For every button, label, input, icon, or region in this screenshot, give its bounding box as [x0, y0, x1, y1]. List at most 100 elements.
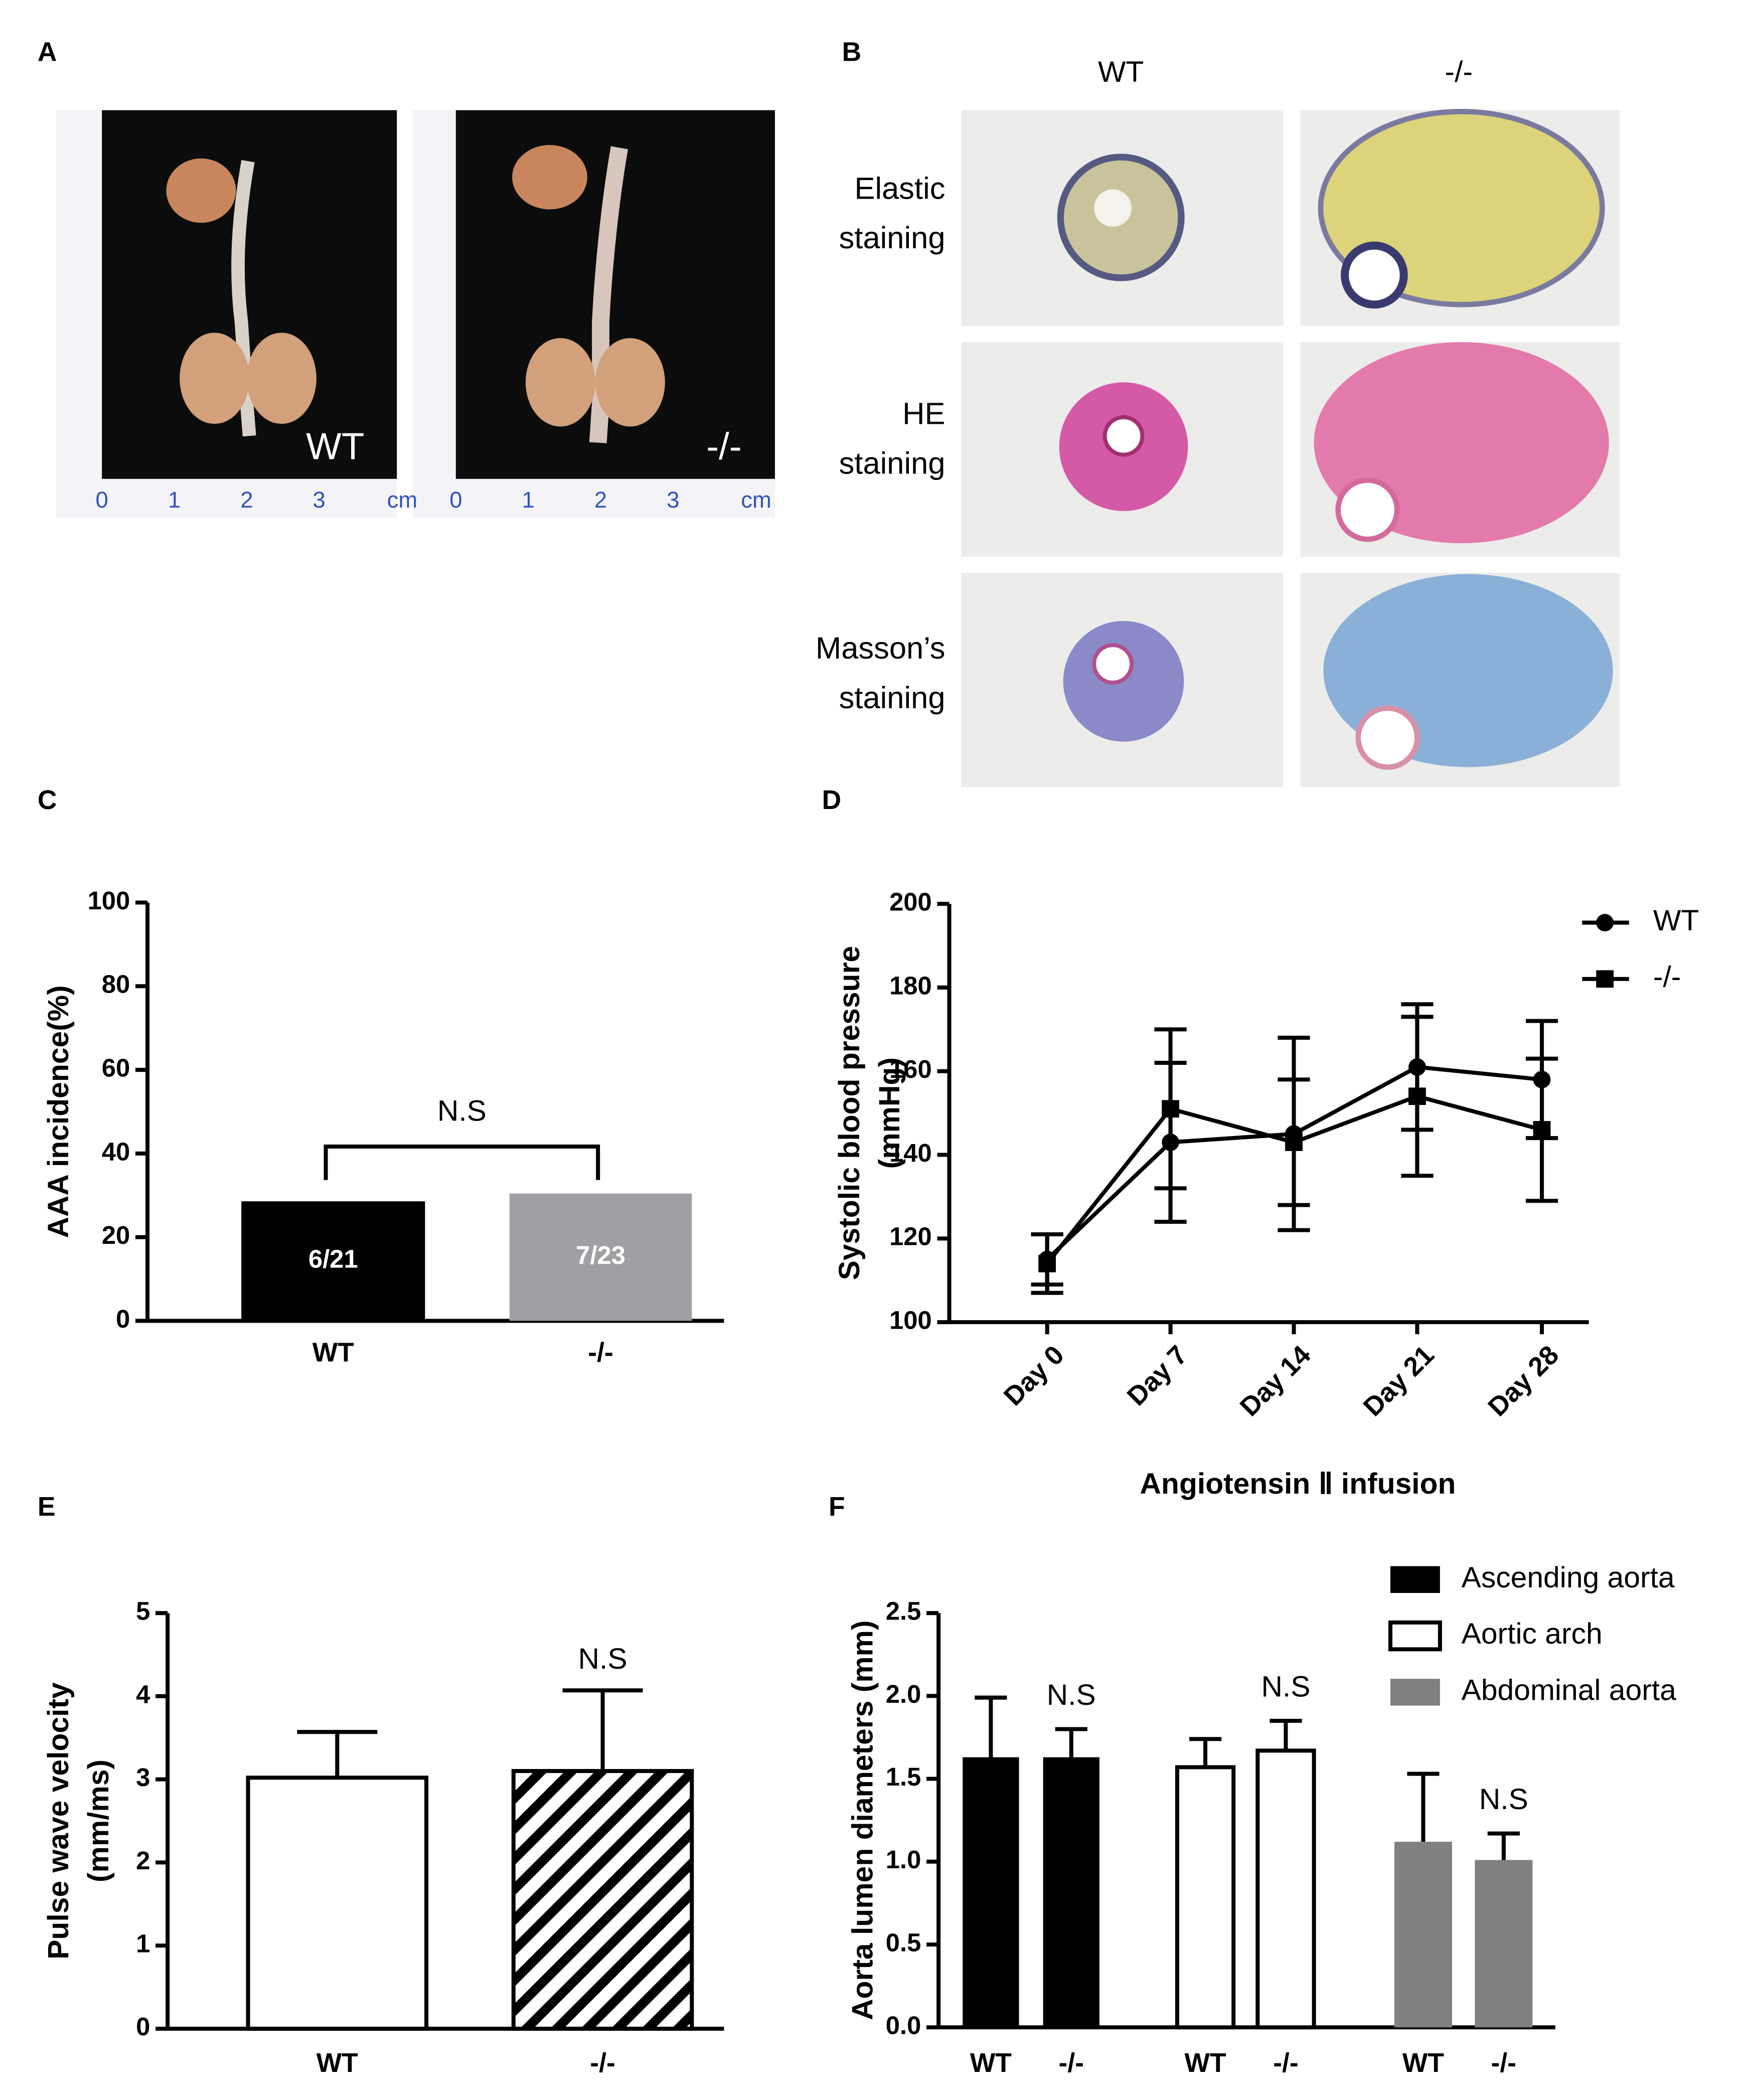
- y-tick-label: 160: [889, 1055, 932, 1083]
- x-tick-label: Day 14: [1234, 1340, 1317, 1422]
- y-tick-label: 140: [889, 1139, 932, 1167]
- legend-label: Aortic arch: [1462, 1618, 1603, 1650]
- annotation: N.S: [1261, 1670, 1310, 1703]
- legend-swatch: [1390, 1566, 1440, 1593]
- x-tick-label: WT: [1185, 2048, 1226, 2078]
- y-axis-label: Systolic blood pressure: [833, 946, 866, 1280]
- panel-label: B: [842, 38, 862, 67]
- bar: [246, 1775, 429, 2031]
- y-tick-label: 5: [136, 1597, 150, 1626]
- ruler-label: 2: [240, 487, 253, 513]
- photo-wt: [56, 110, 397, 518]
- y-tick-label: 120: [889, 1222, 932, 1251]
- ruler-label: 2: [594, 487, 607, 513]
- y-tick-label: 20: [102, 1221, 130, 1249]
- ruler-label: cm: [387, 487, 418, 513]
- bar: [1175, 1765, 1236, 2030]
- bar: [509, 1193, 692, 1321]
- y-tick-label: 2.0: [886, 1680, 921, 1708]
- y-axis-label: (mm/ms): [82, 1759, 115, 1882]
- y-tick-label: 2: [136, 1846, 150, 1875]
- marker: [1533, 1121, 1551, 1139]
- x-tick-label: Day 21: [1358, 1340, 1440, 1422]
- y-tick-label: 100: [889, 1306, 932, 1335]
- value-label: 7/23: [576, 1241, 625, 1269]
- x-tick-label: WT: [312, 1338, 354, 1367]
- y-tick-label: 0: [136, 2012, 150, 2041]
- legend-swatch: [1390, 1679, 1440, 1706]
- y-tick-label: 100: [88, 886, 130, 915]
- x-tick-label: -/-: [1491, 2048, 1516, 2078]
- legend-label: Abdominal aorta: [1462, 1674, 1676, 1706]
- y-tick-label: 180: [889, 971, 932, 1000]
- ruler-label: 1: [168, 487, 181, 513]
- x-tick-label: -/-: [590, 2048, 615, 2078]
- x-tick-label: -/-: [1059, 2048, 1084, 2078]
- significance-bracket: [324, 1144, 600, 1180]
- legend-marker: [1596, 914, 1614, 931]
- ruler-label: 0: [449, 487, 462, 513]
- y-tick-label: 3: [136, 1763, 150, 1792]
- y-tick-label: 1.0: [886, 1845, 921, 1874]
- ruler-label: cm: [741, 487, 771, 513]
- y-axis-label: (mmHg): [873, 1057, 906, 1169]
- y-tick-label: 1.5: [886, 1762, 921, 1791]
- marker: [1162, 1100, 1179, 1118]
- legend-swatch: [1388, 1620, 1442, 1652]
- x-tick-label: Day 28: [1483, 1340, 1565, 1422]
- value-label: 6/21: [308, 1245, 358, 1273]
- photo-label: -/-: [706, 425, 742, 467]
- bar: [241, 1201, 425, 1321]
- ruler-label: 3: [313, 487, 326, 513]
- bar: [1043, 1757, 1099, 2028]
- legend-marker: [1596, 970, 1614, 988]
- row-label: HE: [902, 396, 945, 431]
- x-tick-label: Day 7: [1122, 1340, 1193, 1412]
- x-tick-label: Day 0: [998, 1340, 1070, 1412]
- y-tick-label: 2.5: [886, 1597, 921, 1626]
- x-tick-label: -/-: [588, 1338, 613, 1367]
- legend-label: -/-: [1653, 960, 1681, 993]
- bar: [1394, 1842, 1452, 2028]
- marker: [1408, 1087, 1426, 1105]
- x-axis-label: Angiotensin Ⅱ infusion: [1140, 1468, 1456, 1500]
- panel-label: E: [38, 1492, 56, 1522]
- x-tick-label: -/-: [1273, 2048, 1298, 2078]
- photo-label: WT: [306, 425, 364, 467]
- ruler-label: 3: [667, 487, 679, 513]
- bar: [963, 1757, 1019, 2028]
- panel-label: F: [829, 1492, 845, 1522]
- x-tick-label: WT: [970, 2048, 1012, 2078]
- marker: [1038, 1254, 1056, 1272]
- marker: [1285, 1134, 1303, 1151]
- column-header: WT: [1098, 56, 1144, 88]
- photo-ko: [413, 110, 775, 518]
- legend-label: WT: [1653, 904, 1699, 937]
- histology-images: [961, 108, 1620, 787]
- y-axis-label: Pulse wave velocity: [42, 1682, 75, 1960]
- row-label: Elastic: [854, 171, 945, 206]
- panel-label: C: [38, 785, 57, 815]
- x-tick-label: WT: [316, 2048, 358, 2078]
- y-tick-label: 1: [136, 1929, 150, 1958]
- row-label: Masson’s: [816, 631, 945, 666]
- ruler-label: 1: [522, 487, 535, 513]
- y-tick-label: 80: [102, 970, 130, 999]
- bar: [511, 1769, 694, 2031]
- annotation: N.S: [578, 1643, 627, 1675]
- y-tick-label: 4: [136, 1680, 150, 1708]
- y-tick-label: 0.5: [886, 1928, 921, 1957]
- y-tick-label: 0.0: [886, 2011, 921, 2040]
- legend-label: Ascending aorta: [1462, 1561, 1675, 1594]
- column-header: -/-: [1445, 56, 1473, 88]
- y-tick-label: 60: [102, 1053, 130, 1082]
- y-axis-label: AAA incidence(%): [42, 985, 75, 1238]
- panel-label: A: [38, 38, 57, 67]
- row-label: staining: [839, 446, 945, 480]
- ruler-label: 0: [96, 487, 108, 513]
- x-tick-label: WT: [1402, 2048, 1444, 2078]
- row-label: staining: [839, 221, 945, 255]
- panel-label: D: [822, 785, 842, 815]
